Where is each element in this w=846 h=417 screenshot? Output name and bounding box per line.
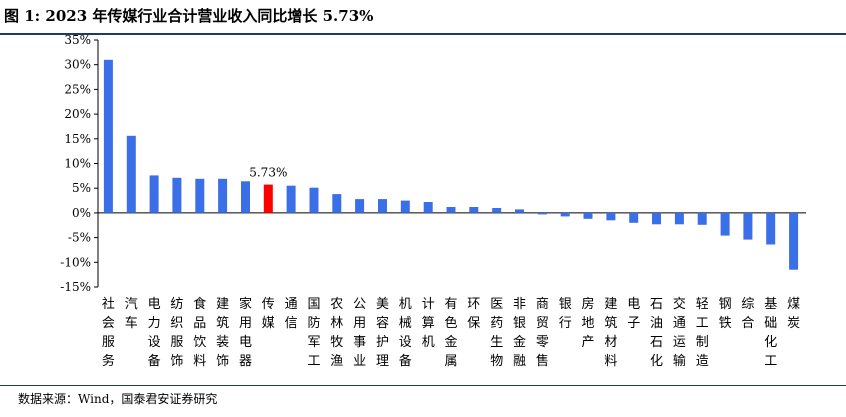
x-tick-label: 石油石化 <box>650 297 663 369</box>
bar <box>149 175 159 213</box>
x-tick-label: 非银金融 <box>513 297 526 369</box>
x-tick-label: 轻工制造 <box>696 297 709 369</box>
bar <box>674 212 684 225</box>
bar <box>400 200 410 213</box>
x-tick-label: 机械设备 <box>399 297 412 369</box>
y-tick-label: 30% <box>64 58 91 72</box>
x-tick-label: 家用电器 <box>239 296 252 369</box>
x-tick-label: 电子 <box>627 297 640 331</box>
x-tick-label: 国防军工 <box>307 297 320 369</box>
x-tick-label: 建筑材料 <box>604 297 617 369</box>
bar <box>309 187 319 213</box>
source-note: 数据来源：Wind，国泰君安证券研究 <box>18 392 218 406</box>
y-tick-label: 10% <box>64 157 91 171</box>
x-tick-label: 银行 <box>559 297 572 331</box>
x-tick-label: 有色金属 <box>444 297 457 369</box>
x-tick-label: 交通运输 <box>673 296 686 369</box>
bar <box>332 194 342 213</box>
x-tick-label: 公用事业 <box>353 297 366 369</box>
x-tick-label: 美容护理 <box>376 297 389 369</box>
y-tick-label: -15% <box>60 280 91 294</box>
bar <box>766 212 776 245</box>
y-tick-label: -10% <box>60 255 91 269</box>
bars <box>103 59 799 270</box>
title-rule <box>0 33 846 35</box>
x-axis-labels: 社会服务汽车电力设备纺织服饰食品饮料建筑装饰家用电器传媒通信国防军工农林牧渔公用… <box>102 296 800 369</box>
bar <box>492 208 502 213</box>
bar <box>743 212 753 240</box>
bar <box>218 178 228 213</box>
y-tick-label: 15% <box>64 132 91 146</box>
bar <box>103 59 113 213</box>
bar <box>241 181 250 213</box>
bar <box>652 212 661 225</box>
x-tick-label: 汽车 <box>125 297 138 331</box>
bar <box>423 202 433 213</box>
figure-title: 图 1: 2023 年传媒行业合计营业收入同比增长 5.73% <box>4 7 374 25</box>
bar <box>286 185 296 213</box>
bar <box>195 178 205 213</box>
bar <box>789 212 799 270</box>
bar <box>629 212 639 223</box>
bar <box>172 177 182 213</box>
y-axis: -15% -10% -5% 0% 5% 10% 15% 20% 25% 30% 35% <box>60 35 806 294</box>
bar <box>515 209 524 213</box>
bar <box>355 199 365 213</box>
x-tick-label: 计算机 <box>422 297 435 350</box>
bar <box>446 207 456 213</box>
x-tick-label: 电力设备 <box>148 297 161 369</box>
bar-highlight <box>263 184 273 213</box>
bar <box>606 212 616 221</box>
bar <box>537 212 547 215</box>
x-tick-label: 农林牧渔 <box>330 297 343 369</box>
bar <box>469 207 479 213</box>
bar <box>720 212 730 236</box>
x-tick-label: 煤炭 <box>787 297 800 331</box>
x-tick-label: 综合 <box>741 297 754 331</box>
x-tick-label: 房地产 <box>581 296 594 350</box>
bar-chart: -15% -10% -5% 0% 5% 10% 15% 20% 25% 30% 35% 社会服务汽车… <box>60 35 806 369</box>
y-tick-label: -5% <box>68 231 91 245</box>
bar <box>126 135 136 213</box>
x-tick-label: 建筑装饰 <box>216 297 229 369</box>
x-tick-label: 环保 <box>467 297 480 331</box>
x-tick-label: 医药生物 <box>490 297 503 369</box>
highlight-annotation: 5.73% <box>249 166 287 180</box>
x-tick-label: 基础化工 <box>764 297 777 369</box>
bar <box>697 212 707 225</box>
bar <box>378 199 387 213</box>
bar <box>583 212 593 219</box>
x-tick-label: 社会服务 <box>102 296 115 369</box>
y-tick-label: 25% <box>64 82 91 96</box>
y-tick-label: 5% <box>72 181 91 195</box>
y-tick-label: 0% <box>72 206 91 220</box>
x-tick-label: 钢铁 <box>719 297 732 331</box>
x-tick-label: 商贸零售 <box>536 297 549 369</box>
x-tick-label: 纺织服饰 <box>170 297 183 369</box>
x-tick-label: 食品饮料 <box>193 296 206 369</box>
bar <box>560 212 570 217</box>
footer-rule <box>0 385 846 386</box>
x-tick-label: 通信 <box>285 297 298 331</box>
y-tick-label: 35% <box>64 35 91 47</box>
x-tick-label: 传媒 <box>262 297 275 331</box>
y-tick-label: 20% <box>64 107 91 121</box>
